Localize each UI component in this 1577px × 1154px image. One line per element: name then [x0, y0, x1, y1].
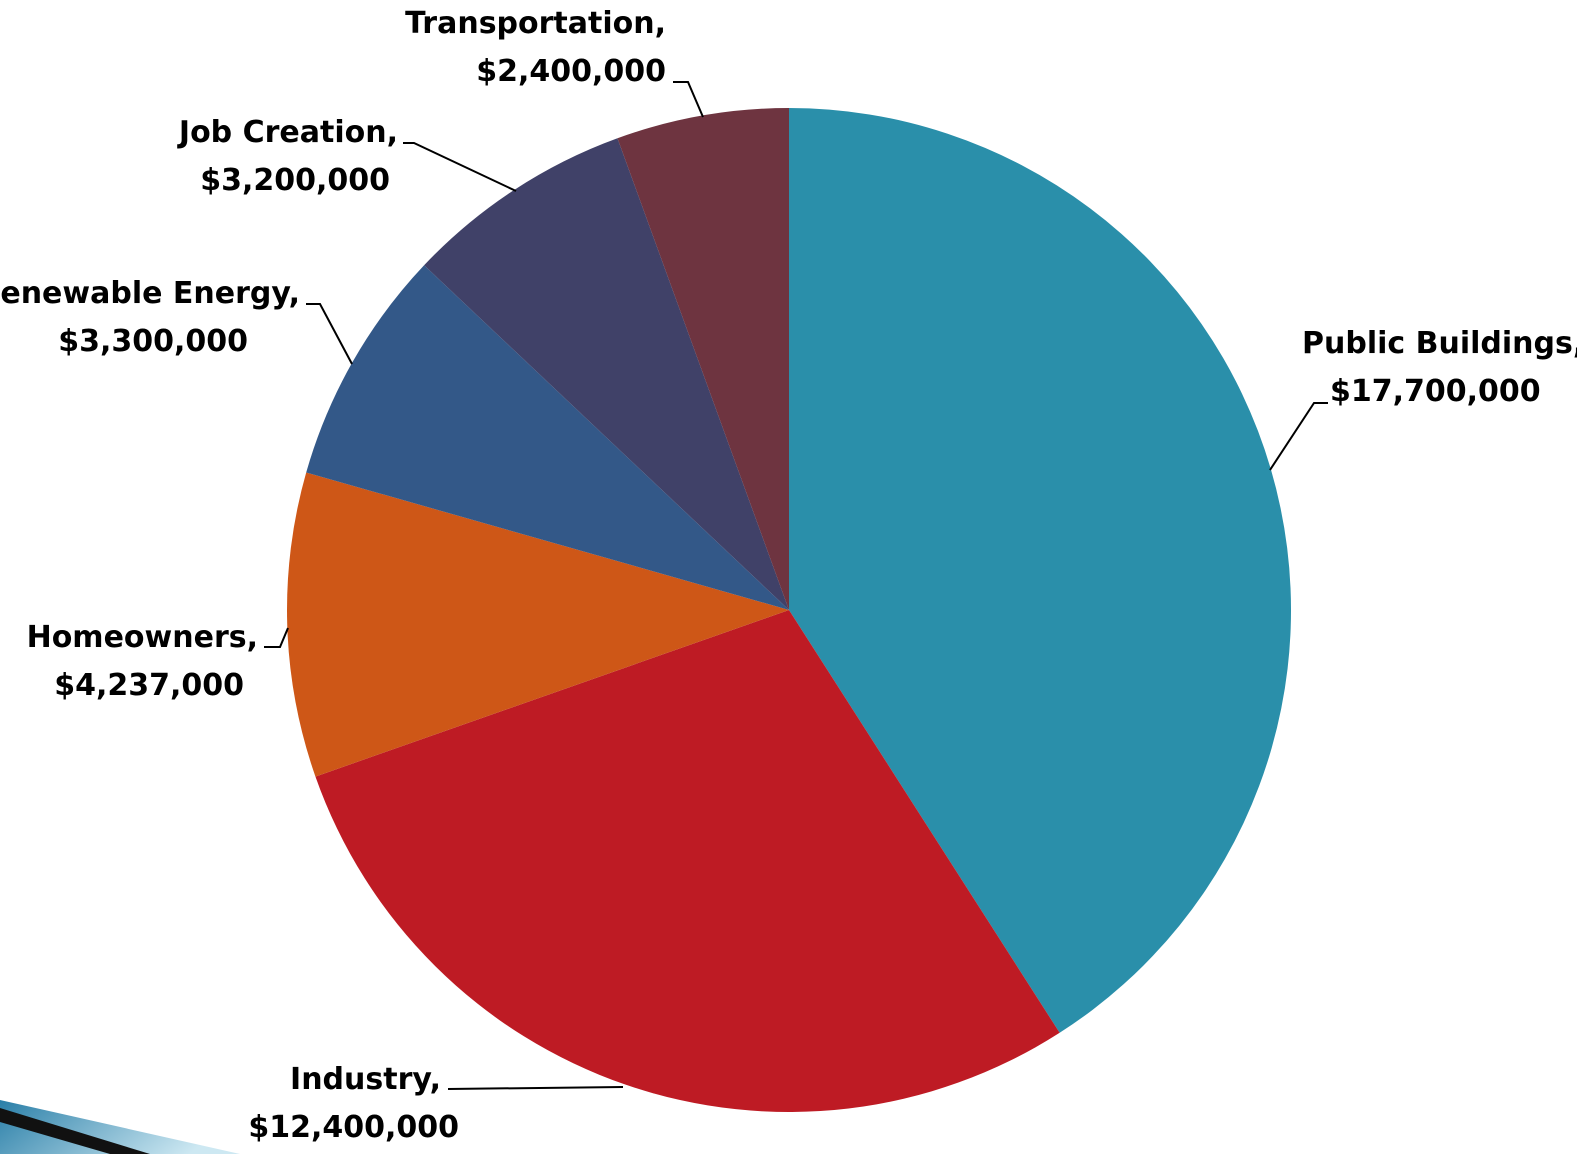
slice-value-job-creation: $3,200,000	[200, 163, 390, 198]
pie-slice-public-buildings	[789, 108, 1292, 1033]
slice-label-renewable-energy: Renewable Energy,	[0, 276, 300, 311]
slice-label-industry: Industry,	[290, 1062, 441, 1097]
slice-label-homeowners: Homeowners,	[27, 620, 258, 655]
slice-label-transportation: Transportation,	[405, 6, 666, 41]
slice-value-public-buildings: $17,700,000	[1330, 374, 1541, 409]
pie-slice-transportation	[617, 108, 789, 610]
pie-slice-renewable-energy	[306, 265, 789, 610]
slice-value-homeowners: $4,237,000	[54, 668, 244, 703]
leader-line	[673, 81, 704, 118]
slice-value-industry: $12,400,000	[248, 1110, 459, 1145]
leader-line	[306, 303, 353, 365]
pie-slice-industry	[315, 610, 1060, 1113]
slice-value-transportation: $2,400,000	[476, 54, 666, 89]
slice-value-renewable-energy: $3,300,000	[58, 324, 248, 359]
leader-line	[447, 1086, 624, 1090]
pie-slice-homeowners	[287, 472, 789, 777]
leader-line	[1269, 402, 1328, 471]
slice-label-job-creation: Job Creation,	[177, 115, 398, 150]
pie-slice-job-creation	[424, 138, 789, 610]
leader-line	[264, 627, 289, 648]
decorative-corner-swoosh	[0, 1100, 240, 1154]
slice-label-public-buildings: Public Buildings,	[1302, 326, 1577, 361]
leader-line	[403, 142, 517, 192]
